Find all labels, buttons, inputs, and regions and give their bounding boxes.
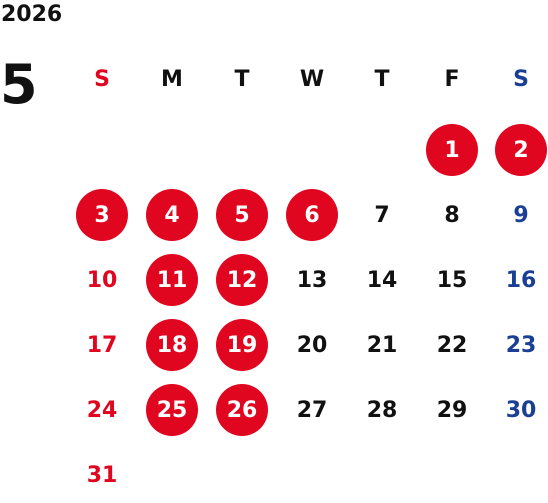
day-cell-21[interactable]: 21 bbox=[366, 332, 398, 358]
weekday-tue: T bbox=[234, 67, 250, 92]
year-label: 2026 bbox=[1, 2, 63, 27]
day-cell-13[interactable]: 13 bbox=[296, 267, 328, 293]
day-cell-25[interactable]: 25 bbox=[146, 384, 198, 436]
month-number: 5 bbox=[0, 53, 38, 116]
day-cell-8[interactable]: 8 bbox=[444, 202, 460, 228]
day-cell-26[interactable]: 26 bbox=[216, 384, 268, 436]
day-cell-29[interactable]: 29 bbox=[436, 397, 468, 423]
day-cell-3[interactable]: 3 bbox=[76, 189, 128, 241]
day-cell-31[interactable]: 31 bbox=[86, 462, 118, 488]
day-cell-28[interactable]: 28 bbox=[366, 397, 398, 423]
weekday-wed: W bbox=[299, 67, 325, 92]
day-cell-23[interactable]: 23 bbox=[505, 332, 537, 358]
day-cell-6[interactable]: 6 bbox=[286, 189, 338, 241]
day-cell-17[interactable]: 17 bbox=[86, 332, 118, 358]
day-cell-11[interactable]: 11 bbox=[146, 254, 198, 306]
day-cell-24[interactable]: 24 bbox=[86, 397, 118, 423]
day-cell-5[interactable]: 5 bbox=[216, 189, 268, 241]
weekday-sat: S bbox=[513, 67, 529, 92]
day-cell-7[interactable]: 7 bbox=[374, 202, 390, 228]
day-cell-22[interactable]: 22 bbox=[436, 332, 468, 358]
day-cell-20[interactable]: 20 bbox=[296, 332, 328, 358]
day-cell-1[interactable]: 1 bbox=[426, 124, 478, 176]
day-cell-10[interactable]: 10 bbox=[86, 267, 118, 293]
day-cell-30[interactable]: 30 bbox=[505, 397, 537, 423]
day-cell-9[interactable]: 9 bbox=[513, 202, 529, 228]
day-cell-19[interactable]: 19 bbox=[216, 319, 268, 371]
day-cell-15[interactable]: 15 bbox=[436, 267, 468, 293]
day-cell-14[interactable]: 14 bbox=[366, 267, 398, 293]
day-cell-16[interactable]: 16 bbox=[505, 267, 537, 293]
day-cell-2[interactable]: 2 bbox=[495, 124, 547, 176]
weekday-thu: T bbox=[374, 67, 390, 92]
day-cell-4[interactable]: 4 bbox=[146, 189, 198, 241]
weekday-sun: S bbox=[94, 67, 110, 92]
day-cell-18[interactable]: 18 bbox=[146, 319, 198, 371]
weekday-mon: M bbox=[161, 67, 183, 92]
weekday-fri: F bbox=[444, 67, 460, 92]
day-cell-12[interactable]: 12 bbox=[216, 254, 268, 306]
day-cell-27[interactable]: 27 bbox=[296, 397, 328, 423]
